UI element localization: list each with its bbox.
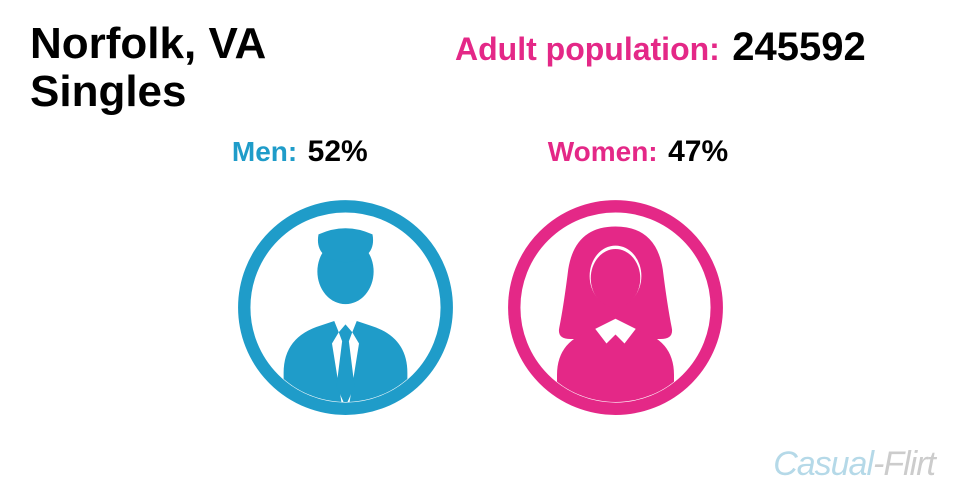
city-name: Norfolk, VA (30, 20, 266, 68)
category-label: Singles (30, 68, 266, 116)
women-value: 47% (668, 135, 728, 168)
header-left: Norfolk, VA Singles (30, 20, 266, 117)
header-right: Adult population: 245592 (455, 25, 866, 70)
population-value: 245592 (732, 25, 865, 69)
stats-row: Men: 52% Women: 47% (0, 135, 960, 169)
women-stat: Women: 47% (548, 135, 728, 169)
men-label: Men: (232, 136, 297, 167)
watermark-part1: Casual (773, 445, 873, 483)
women-label: Women: (548, 136, 658, 167)
population-label: Adult population: (455, 31, 720, 67)
men-value: 52% (308, 135, 368, 168)
watermark-part2: -Flirt (873, 445, 935, 483)
icons-row (0, 195, 960, 420)
watermark: Casual-Flirt (773, 445, 935, 484)
men-stat: Men: 52% (232, 135, 368, 169)
woman-icon (503, 195, 728, 420)
man-icon (233, 195, 458, 420)
